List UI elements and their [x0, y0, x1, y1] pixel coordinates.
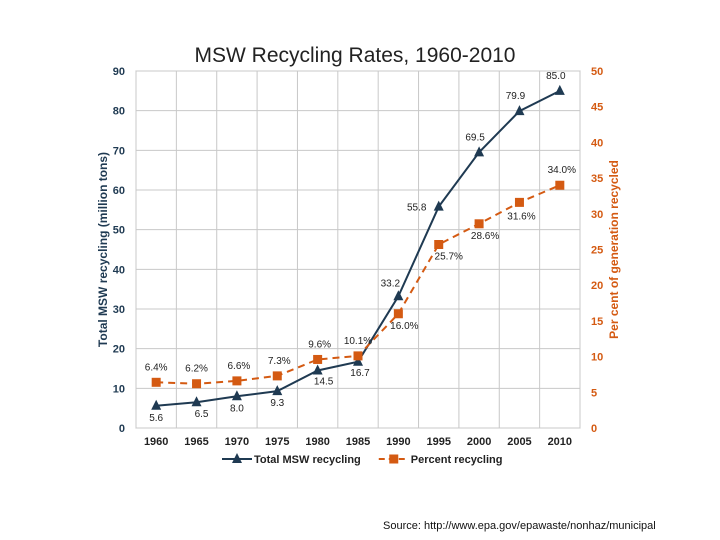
left-tick-label: 0: [119, 423, 125, 435]
x-axis-ticks: 1960 1965 1970 1975 1980 1985 1990 1995 2000 2005…: [144, 436, 572, 448]
data-point-square: [192, 379, 202, 389]
data-label: 85.0: [546, 71, 566, 82]
left-tick-label: 80: [113, 106, 125, 118]
data-point-triangle: [433, 200, 444, 211]
data-point-square: [353, 351, 363, 361]
data-label: 55.8: [407, 203, 427, 214]
data-point-square: [555, 180, 565, 190]
series-percent-recycling: 6.4% 6.2% 6.6% 7.3% 9.6% 10.1% 16.0% 25.7% 28.6%…: [145, 165, 576, 389]
data-point-square: [434, 240, 444, 250]
right-tick-label: 25: [591, 245, 603, 257]
data-label: 79.9: [506, 91, 526, 102]
x-tick-label: 1970: [225, 436, 249, 448]
data-label: 5.6: [149, 413, 163, 424]
left-tick-label: 10: [113, 383, 125, 395]
left-tick-label: 30: [113, 304, 125, 316]
x-tick-label: 1985: [346, 436, 370, 448]
x-tick-label: 2010: [548, 436, 572, 448]
data-label: 6.6%: [228, 361, 251, 372]
legend-item: Total MSW recycling: [222, 453, 361, 466]
data-point-square: [474, 219, 484, 229]
data-label: 28.6%: [471, 231, 499, 242]
data-label: 6.4%: [145, 362, 168, 373]
data-label: 14.5: [314, 376, 334, 387]
x-tick-label: 2005: [507, 436, 531, 448]
data-label: 7.3%: [268, 356, 291, 367]
left-axis-ticks: 0 10 20 30 40 50 60 70 80 90: [113, 66, 125, 435]
x-tick-label: 1980: [305, 436, 329, 448]
data-label: 33.2: [381, 278, 401, 289]
right-tick-label: 0: [591, 423, 597, 435]
series-layer: 5.6 6.5 8.0 9.3 14.5 16.7 33.2 55.8 69.5 79.9 85.0…: [145, 71, 576, 424]
legend-label: Total MSW recycling: [254, 454, 361, 466]
right-tick-label: 40: [591, 137, 603, 149]
data-label: 6.5: [195, 409, 209, 420]
left-tick-label: 90: [113, 66, 125, 78]
series-total-msw-recycling: 5.6 6.5 8.0 9.3 14.5 16.7 33.2 55.8 69.5 79.9 85.0: [149, 71, 566, 424]
x-tick-label: 2000: [467, 436, 491, 448]
data-point-square: [232, 376, 242, 386]
data-label: 34.0%: [548, 165, 576, 176]
grid: [135, 70, 581, 429]
data-point-triangle: [554, 84, 565, 95]
left-axis-label: Total MSW recycling (million tons): [96, 152, 110, 347]
x-tick-label: 1975: [265, 436, 289, 448]
x-tick-label: 1965: [184, 436, 208, 448]
right-tick-label: 20: [591, 280, 603, 292]
legend-marker-square: [389, 454, 399, 464]
legend-item: Percent recycling: [378, 454, 503, 466]
left-tick-label: 70: [113, 145, 125, 157]
data-point-triangle: [191, 396, 202, 407]
left-tick-label: 50: [113, 225, 125, 237]
data-point-triangle: [353, 355, 363, 366]
legend-marker-triangle: [232, 453, 242, 463]
data-point-square: [393, 309, 403, 319]
right-tick-label: 15: [591, 316, 603, 328]
right-tick-label: 30: [591, 209, 603, 221]
right-axis-ticks: 0 5 10 15 20 25 30 35 40 45 50: [591, 66, 603, 435]
data-point-triangle: [231, 390, 242, 401]
legend-label: Percent recycling: [411, 454, 503, 466]
data-point-square: [313, 354, 323, 364]
data-label: 8.0: [230, 403, 244, 414]
data-point-triangle: [514, 105, 525, 116]
x-tick-label: 1990: [386, 436, 410, 448]
legend: Total MSW recycling Percent recycling: [222, 453, 502, 466]
data-label: 31.6%: [507, 211, 535, 222]
data-point-triangle: [312, 364, 323, 375]
data-label: 25.7%: [435, 252, 463, 263]
data-label: 16.7: [350, 368, 370, 379]
data-point-triangle: [151, 399, 162, 410]
data-label: 69.5: [465, 132, 485, 143]
right-tick-label: 35: [591, 173, 603, 185]
right-tick-label: 5: [591, 387, 597, 399]
data-label: 9.3: [270, 398, 284, 409]
chart-title: MSW Recycling Rates, 1960-2010: [195, 44, 516, 67]
right-tick-label: 45: [591, 102, 603, 114]
data-point-square: [151, 377, 161, 387]
left-tick-label: 20: [113, 344, 125, 356]
source-note: Source: http://www.epa.gov/epawaste/nonh…: [383, 520, 656, 532]
data-label: 6.2%: [185, 364, 208, 375]
left-tick-label: 40: [113, 264, 125, 276]
data-point-triangle: [393, 290, 404, 301]
left-tick-label: 60: [113, 185, 125, 197]
data-point-triangle: [272, 385, 283, 396]
data-point-square: [514, 197, 524, 207]
data-point-square: [272, 371, 282, 381]
right-tick-label: 50: [591, 66, 603, 78]
data-label: 9.6%: [308, 339, 331, 350]
right-tick-label: 10: [591, 352, 603, 364]
data-label: 16.0%: [390, 321, 418, 332]
right-axis-label: Per cent of generation recycled: [607, 160, 621, 339]
x-tick-label: 1995: [426, 436, 450, 448]
data-label: 10.1%: [344, 336, 372, 347]
x-tick-label: 1960: [144, 436, 168, 448]
data-point-triangle: [474, 146, 485, 157]
